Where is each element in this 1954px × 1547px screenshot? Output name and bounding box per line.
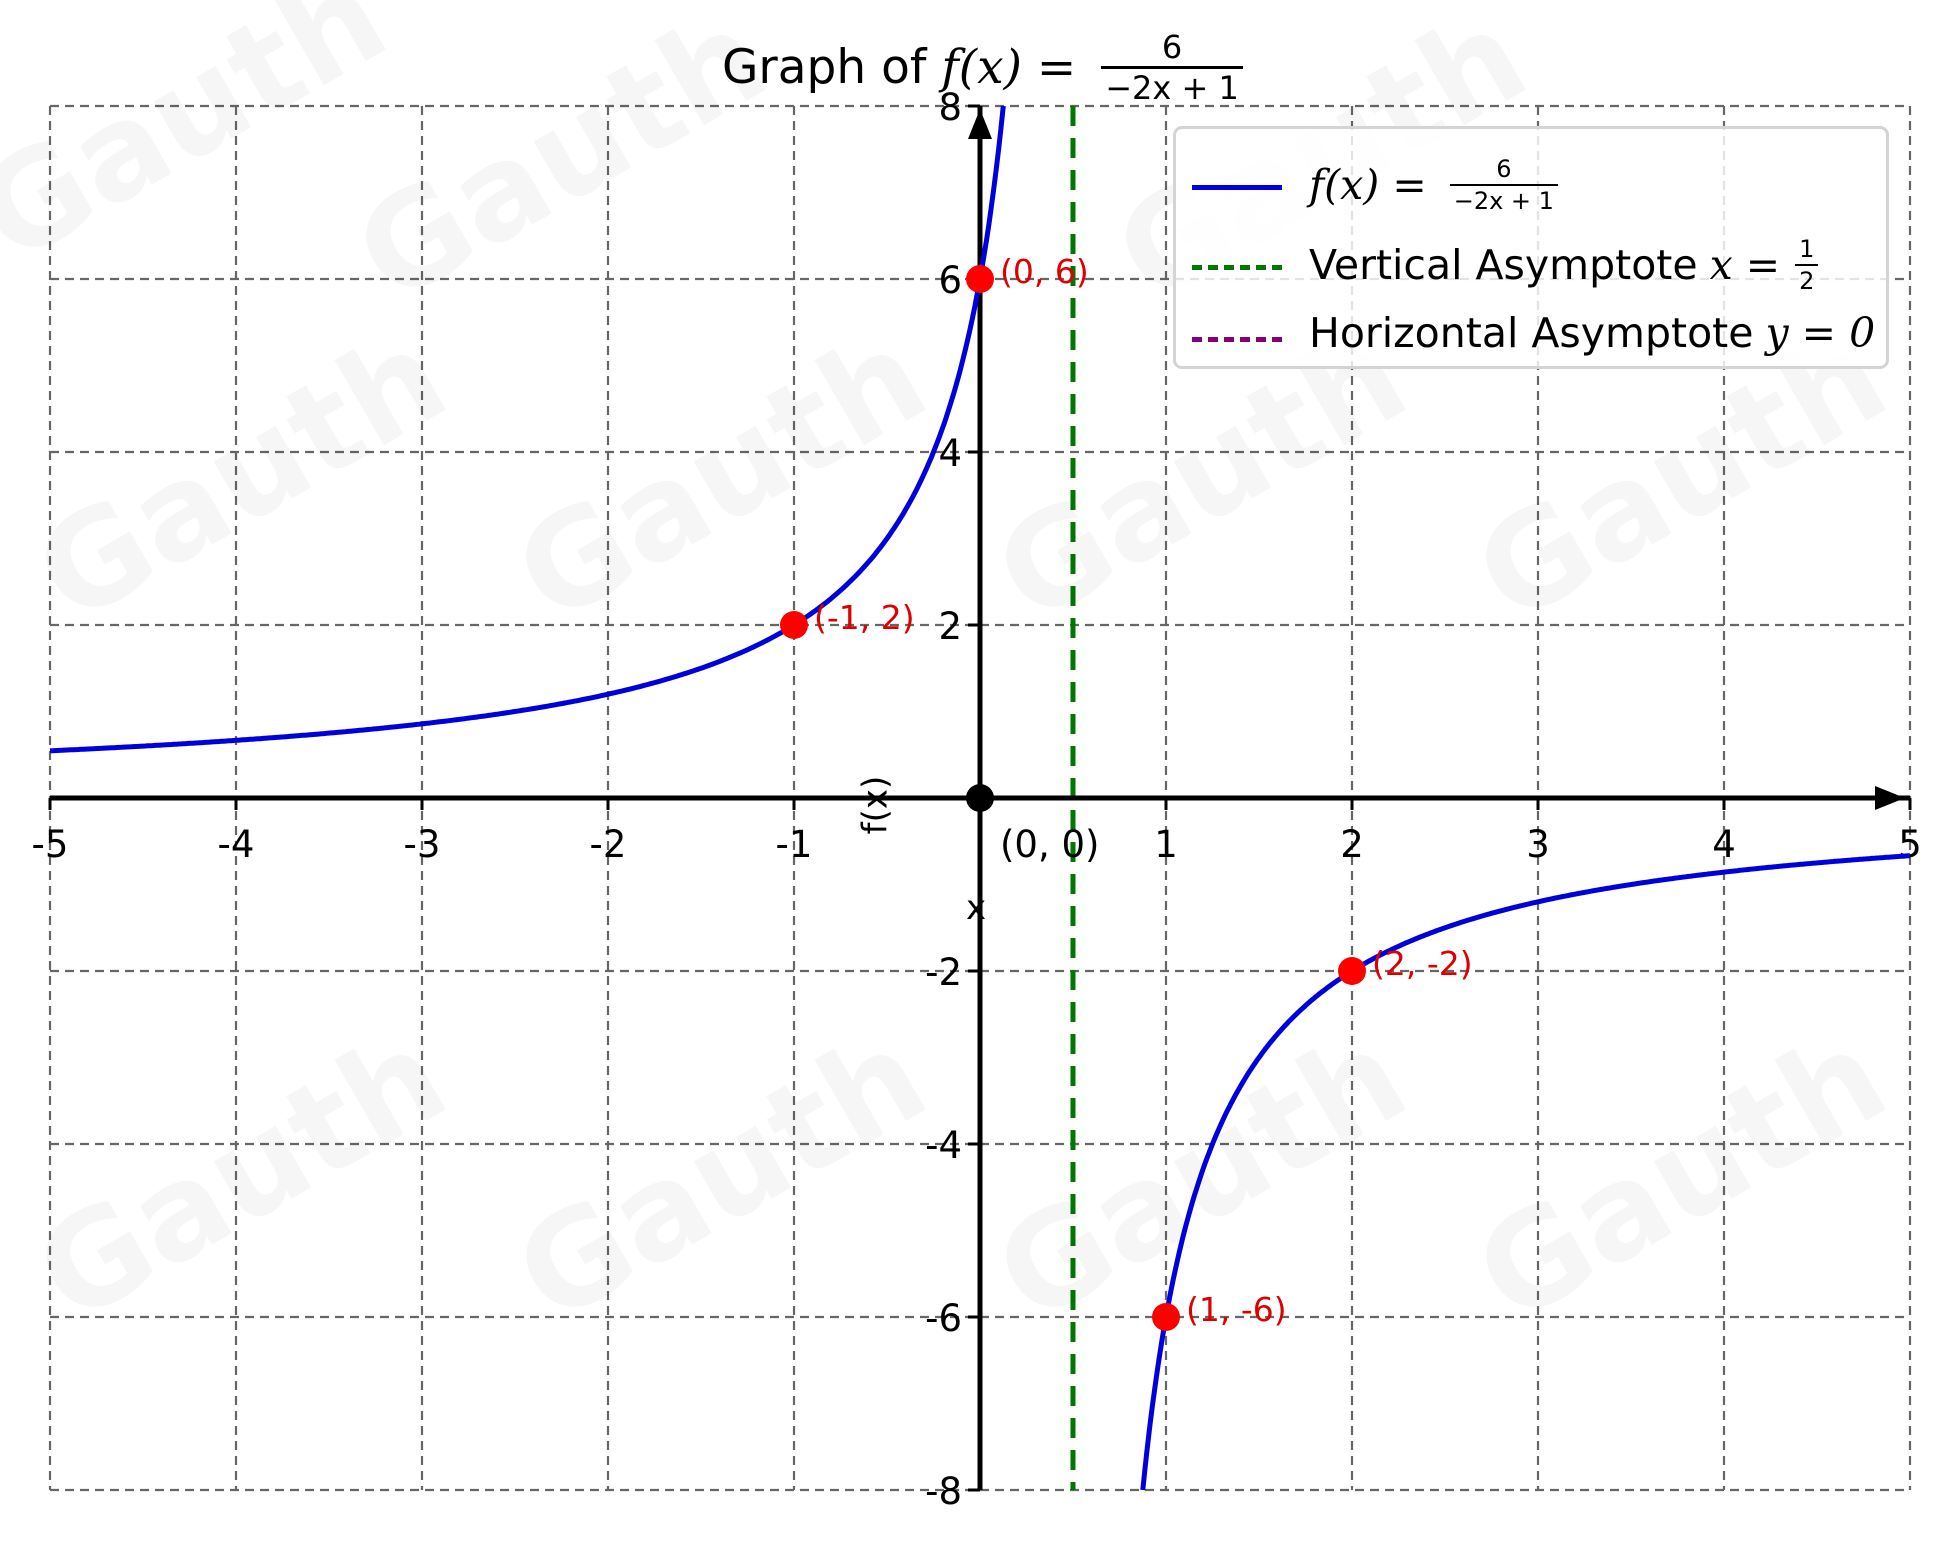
dashed-line-swatch-icon xyxy=(1192,337,1282,342)
x-tick-label: 1 xyxy=(1154,823,1178,866)
x-tick-label: -1 xyxy=(776,823,813,866)
legend-fraction: 1 2 xyxy=(1795,235,1819,293)
y-tick-label: -4 xyxy=(925,1124,962,1167)
x-tick-label: 5 xyxy=(1898,823,1922,866)
legend-item-vertical-asymptote: Vertical Asymptote x = 1 2 xyxy=(1176,229,1886,299)
function-curve xyxy=(49,105,1911,1491)
x-tick-label: -2 xyxy=(590,823,627,866)
data-point xyxy=(780,611,808,639)
dashed-line-swatch-icon xyxy=(1192,265,1282,270)
y-axis-label: f(x) xyxy=(855,775,896,835)
legend-math: x = xyxy=(1709,241,1794,289)
x-tick-label: 2 xyxy=(1340,823,1364,866)
y-tick-label: -8 xyxy=(925,1470,962,1513)
data-point xyxy=(1338,957,1366,985)
legend-math: y = 0 xyxy=(1765,309,1876,357)
title-numerator: 6 xyxy=(1161,27,1183,66)
legend: f(x) = 6 −2x + 1 Vertical Asymptote x = … xyxy=(1173,126,1889,369)
y-tick-label: -2 xyxy=(925,951,962,994)
chart-title: Graph of f(x) = 6 −2x + 1 xyxy=(722,22,1243,112)
legend-label-function: f(x) = 6 −2x + 1 xyxy=(1309,157,1558,213)
legend-text: Vertical Asymptote xyxy=(1309,241,1698,289)
data-point-label: (2, -2) xyxy=(1372,944,1473,983)
y-tick-label: 4 xyxy=(938,432,962,475)
origin-label: (0, 0) xyxy=(1000,823,1099,866)
y-tick-label: 2 xyxy=(938,605,962,648)
title-fraction: 6 −2x + 1 xyxy=(1101,31,1243,104)
y-tick-label: -6 xyxy=(925,1297,962,1340)
title-denominator: −2x + 1 xyxy=(1101,65,1243,104)
function-curve-branch xyxy=(49,105,1006,754)
labeled-points: (0, 6) (-1, 2) (2, -2) (1, -6) (0, 0) xyxy=(780,252,1473,1331)
legend-text: Horizontal Asymptote xyxy=(1309,309,1754,357)
data-point-label: (1, -6) xyxy=(1186,1290,1287,1329)
title-function: f(x) = xyxy=(941,39,1092,95)
title-prefix: Graph of xyxy=(722,39,942,95)
x-axis-label: x xyxy=(966,888,987,928)
legend-fraction: 6 −2x + 1 xyxy=(1449,155,1558,213)
legend-denominator: −2x + 1 xyxy=(1449,184,1558,213)
x-tick-label: -3 xyxy=(404,823,441,866)
solid-line-swatch-icon xyxy=(1192,185,1282,190)
y-tick-label: 6 xyxy=(938,259,962,302)
x-axis-arrow-icon xyxy=(1875,786,1905,810)
legend-denominator: 2 xyxy=(1795,264,1819,293)
y-tick-label: 8 xyxy=(938,86,962,129)
legend-item-function: f(x) = 6 −2x + 1 xyxy=(1176,151,1886,221)
x-tick-label: 3 xyxy=(1526,823,1550,866)
x-tick-label: -5 xyxy=(32,823,69,866)
y-axis-arrow-icon xyxy=(968,109,992,139)
legend-numerator: 1 xyxy=(1799,235,1815,263)
legend-numerator: 6 xyxy=(1496,155,1512,183)
legend-label-vertical-asymptote: Vertical Asymptote x = 1 2 xyxy=(1309,235,1819,293)
legend-math: f(x) = xyxy=(1309,161,1440,209)
data-point-label: (0, 6) xyxy=(1000,252,1089,291)
function-curve-branch xyxy=(1140,853,1911,1491)
legend-label-horizontal-asymptote: Horizontal Asymptote y = 0 xyxy=(1309,309,1875,357)
origin-point xyxy=(966,784,994,812)
x-tick-label: -4 xyxy=(218,823,255,866)
data-point xyxy=(1152,1303,1180,1331)
data-point-label: (-1, 2) xyxy=(814,598,915,637)
data-point xyxy=(966,265,994,293)
x-tick-label: 4 xyxy=(1712,823,1736,866)
legend-item-horizontal-asymptote: Horizontal Asymptote y = 0 xyxy=(1176,301,1886,371)
